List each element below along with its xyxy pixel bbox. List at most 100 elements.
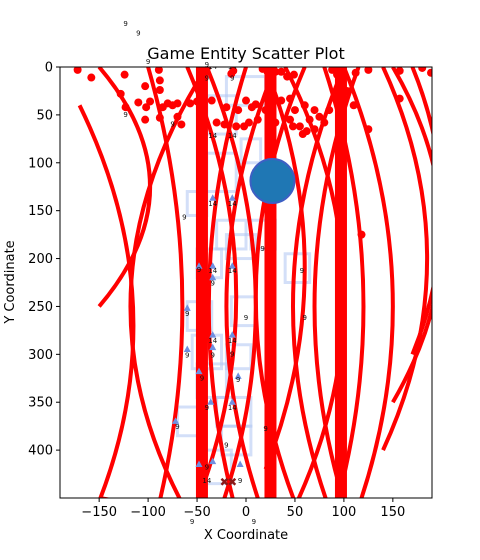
- y-axis: 0 50 100 150 200 250 300 350 400: [28, 61, 60, 459]
- triangle-marker-10: [183, 345, 191, 353]
- entity-label-33: 9: [175, 423, 179, 431]
- red-point-40: [271, 67, 280, 76]
- red-point-11: [155, 85, 164, 94]
- red-point-4: [121, 103, 130, 112]
- x-tick-label-4: 50: [287, 505, 304, 520]
- entity-label-4: 9: [170, 120, 174, 128]
- triangle-marker-7: [209, 331, 217, 338]
- chart-title: Game Entity Scatter Plot: [147, 44, 344, 63]
- entity-label-11: 14: [228, 132, 237, 140]
- triangle-marker-16: [195, 460, 203, 467]
- red-point-72: [310, 106, 319, 115]
- entity-label-26: 9: [185, 351, 189, 359]
- entity-label-36: 9: [205, 463, 209, 471]
- entity-label-23: 9: [300, 267, 304, 275]
- x-axis-label: X Coordinate: [204, 528, 288, 543]
- sprite-outline-10: [224, 343, 253, 371]
- red-point-70: [427, 68, 432, 77]
- red-point-5: [134, 98, 143, 107]
- entity-label-37: 14: [202, 477, 211, 485]
- red-point-46: [290, 106, 299, 115]
- red-point-51: [302, 127, 311, 136]
- entity-label-12: 14: [208, 200, 217, 208]
- red-point-16: [177, 120, 186, 129]
- red-point-47: [286, 115, 295, 124]
- trajectory-curve-3: [97, 67, 153, 308]
- vertical-bar-0: [195, 67, 208, 498]
- red-point-61: [342, 86, 351, 95]
- x-axis: −150 −100 −50 0 50 100 150: [81, 498, 405, 520]
- red-point-18: [193, 97, 202, 106]
- x-tick-label-5: 100: [331, 505, 356, 520]
- red-point-2: [120, 70, 129, 79]
- red-point-0: [73, 67, 82, 74]
- red-point-73: [271, 118, 280, 127]
- y-tick-label-0: 0: [45, 61, 53, 76]
- red-point-7: [142, 103, 151, 112]
- entity-label-2: 9: [146, 58, 150, 66]
- entity-label-40: 9: [252, 518, 256, 526]
- trajectory-curve-19: [253, 67, 307, 498]
- red-point-44: [286, 94, 295, 103]
- entity-label-13: 14: [228, 200, 237, 208]
- triangle-marker-18: [236, 460, 244, 467]
- red-point-26: [232, 122, 241, 131]
- trajectory-curve-11: [342, 67, 395, 498]
- red-point-52: [305, 115, 314, 124]
- entity-label-24: 14: [208, 337, 217, 345]
- vertical-bar-2: [334, 67, 347, 498]
- y-tick-label-6: 300: [28, 348, 53, 363]
- entity-label-39: 9: [190, 518, 194, 526]
- vertical-bar-1: [264, 67, 277, 498]
- red-curve-layer: [77, 67, 432, 498]
- x-tick-label-1: −100: [130, 505, 166, 520]
- red-point-36: [253, 115, 262, 124]
- entity-label-7: 14: [228, 63, 237, 71]
- red-point-69: [418, 67, 427, 72]
- x-marker-1: [228, 477, 237, 486]
- triangle-marker-6: [183, 304, 191, 311]
- red-point-31: [173, 112, 182, 121]
- red-point-67: [395, 67, 404, 75]
- entity-label-18: 9: [210, 279, 214, 287]
- triangle-marker-4: [195, 262, 203, 269]
- entity-label-31: 9: [205, 404, 209, 412]
- y-tick-label-7: 350: [28, 396, 53, 411]
- red-point-63: [364, 67, 373, 74]
- x-tick-label-0: −150: [81, 505, 117, 520]
- red-point-15: [173, 99, 182, 108]
- trajectory-curve-4: [146, 67, 185, 498]
- red-point-17: [186, 99, 195, 108]
- entity-label-3: 9: [123, 111, 127, 119]
- y-tick-label-8: 400: [28, 444, 53, 459]
- red-point-68: [395, 94, 404, 103]
- entity-label-0: 9: [123, 20, 127, 28]
- red-point-23: [220, 120, 229, 129]
- red-point-10: [155, 76, 164, 85]
- red-point-55: [315, 112, 324, 121]
- entity-label-14: 9: [182, 213, 186, 221]
- red-point-71: [261, 106, 270, 115]
- red-point-32: [234, 106, 243, 115]
- red-point-25: [229, 67, 238, 75]
- player-circle: [249, 157, 296, 204]
- entity-label-1: 9: [136, 29, 140, 37]
- y-tick-label-3: 150: [28, 204, 53, 219]
- entity-label-5: 9: [205, 61, 209, 69]
- red-point-35: [251, 100, 260, 109]
- red-point-19: [195, 67, 204, 73]
- red-point-45: [289, 70, 298, 79]
- triangle-marker-5: [209, 273, 217, 281]
- x-tick-label-6: 150: [380, 505, 405, 520]
- triangle-marker-13: [207, 398, 215, 405]
- entity-label-38: 9: [238, 477, 242, 485]
- red-point-43: [283, 72, 292, 81]
- red-point-6: [141, 82, 150, 91]
- red-point-42: [277, 96, 286, 105]
- sprite-outline-6: [224, 233, 258, 261]
- trajectory-curve-15: [410, 67, 432, 356]
- triangle-marker-9: [209, 343, 217, 351]
- trajectory-curve-10: [291, 67, 346, 498]
